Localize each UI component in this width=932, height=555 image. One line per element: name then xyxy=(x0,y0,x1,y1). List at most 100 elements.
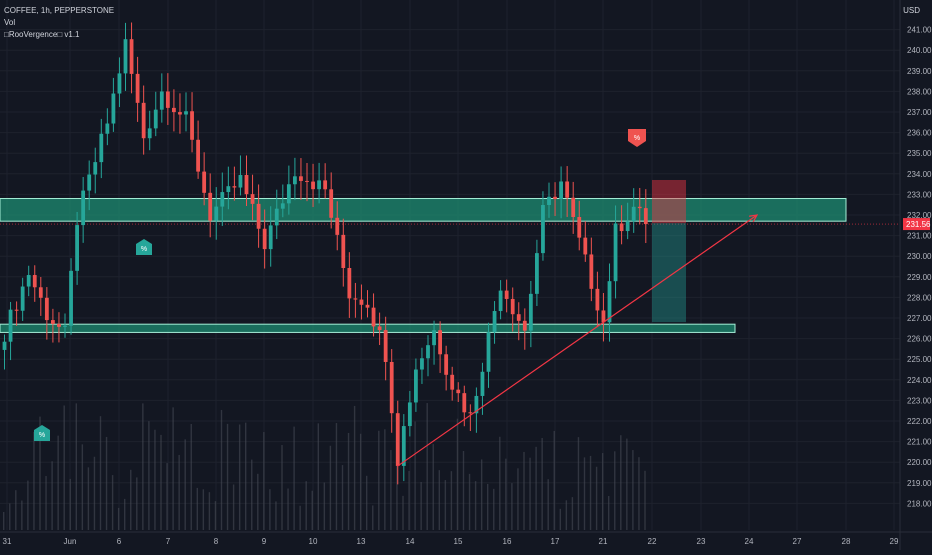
position-layer[interactable] xyxy=(652,179,686,323)
volume-indicator-label[interactable]: Vol xyxy=(4,18,16,27)
candle-body xyxy=(87,174,92,191)
roovergence-indicator-label[interactable]: □RooVergence□ v1.1 xyxy=(4,30,80,39)
candle-body xyxy=(99,133,104,163)
candle-body xyxy=(165,91,170,108)
volume-bar xyxy=(608,496,610,530)
trendline-layer[interactable] xyxy=(396,214,759,467)
trendline-arrow xyxy=(749,214,759,223)
volume-bar xyxy=(341,465,344,530)
time-tick-label: 13 xyxy=(357,537,366,546)
volume-bar xyxy=(517,468,519,530)
candle-body xyxy=(395,413,400,466)
candle-body xyxy=(323,180,328,190)
buy-signal-marker: % xyxy=(34,425,50,441)
volume-bar xyxy=(438,470,440,530)
resistance-zone[interactable] xyxy=(0,198,847,222)
time-tick-label: 9 xyxy=(262,537,267,546)
candle-body xyxy=(135,73,140,103)
volume-bar xyxy=(99,416,102,530)
candle-body xyxy=(105,123,110,134)
volume-bar xyxy=(614,451,616,530)
volume-bar xyxy=(251,459,253,530)
volume-bar xyxy=(468,473,471,530)
candle-body xyxy=(595,288,600,311)
volume-bar xyxy=(414,421,416,530)
candle-body xyxy=(172,107,176,113)
candle-body xyxy=(280,203,285,209)
volume-bar xyxy=(196,487,198,530)
volume-bar xyxy=(462,450,465,530)
candle-body xyxy=(123,39,128,74)
volume-bar xyxy=(644,470,646,530)
candle-body xyxy=(111,93,116,124)
volume-bar xyxy=(287,488,289,530)
candle-body xyxy=(226,186,231,193)
buy-marker-shape xyxy=(136,239,152,255)
volume-bar xyxy=(142,403,144,530)
sell-marker-shape xyxy=(628,129,646,147)
candle-body xyxy=(51,320,55,324)
volume-bar xyxy=(166,463,168,530)
candle-body xyxy=(535,253,539,294)
price-tick-label: 232.00 xyxy=(907,211,932,220)
time-tick-label: 23 xyxy=(697,537,706,546)
trendline[interactable] xyxy=(396,214,758,467)
candle-body xyxy=(553,196,557,199)
time-tick-label: 7 xyxy=(166,537,171,546)
candle-body xyxy=(468,412,473,414)
stop-loss-box[interactable] xyxy=(652,179,686,224)
candle-body xyxy=(577,217,582,238)
sell-signal-marker: % xyxy=(628,129,646,147)
candle-body xyxy=(438,330,442,355)
volume-bar xyxy=(51,461,53,530)
candle-body xyxy=(256,203,261,229)
volume-bar xyxy=(396,427,398,530)
price-tick-label: 219.00 xyxy=(907,479,932,488)
symbol-title[interactable]: COFFEE, 1h, PEPPERSTONE xyxy=(4,6,115,15)
volume-bar xyxy=(245,422,247,530)
volume-bar xyxy=(293,426,295,530)
volume-bar xyxy=(505,458,507,530)
time-tick-label: 10 xyxy=(309,537,318,546)
volume-bar xyxy=(238,424,241,530)
candle-body xyxy=(522,320,527,331)
volume-bar xyxy=(111,475,114,530)
candle-body xyxy=(347,267,352,299)
volume-bar xyxy=(359,433,362,530)
candles-layer xyxy=(2,22,648,485)
candle-body xyxy=(2,341,7,350)
volume-bar xyxy=(9,503,11,530)
volume-bar xyxy=(541,437,543,530)
volume-bar xyxy=(178,454,180,530)
time-tick-label: 24 xyxy=(745,537,754,546)
candle-body xyxy=(147,128,152,139)
volume-bar xyxy=(214,501,217,530)
candle-body xyxy=(643,208,648,225)
price-tick-label: 239.00 xyxy=(907,67,932,76)
support-zone[interactable] xyxy=(0,323,736,333)
candle-body xyxy=(117,73,122,94)
price-tick-label: 238.00 xyxy=(907,87,932,96)
volume-bar xyxy=(257,473,259,530)
volume-bar xyxy=(87,467,90,530)
candle-body xyxy=(317,180,321,190)
volume-bar xyxy=(27,480,29,530)
price-tick-label: 231.00 xyxy=(907,232,932,241)
take-profit-box[interactable] xyxy=(652,223,686,323)
candle-body xyxy=(32,275,37,288)
volume-bar xyxy=(21,500,23,530)
volume-bar xyxy=(595,466,598,530)
time-tick-label: 21 xyxy=(599,537,608,546)
volume-bar xyxy=(226,423,229,530)
volume-bar xyxy=(263,432,265,530)
volume-bar xyxy=(366,475,368,530)
volume-bar xyxy=(626,438,628,530)
price-tick-label: 234.00 xyxy=(907,170,932,179)
candle-body xyxy=(432,330,436,346)
candle-body xyxy=(498,290,503,312)
volume-bar xyxy=(620,435,622,530)
volume-bar xyxy=(130,469,132,530)
